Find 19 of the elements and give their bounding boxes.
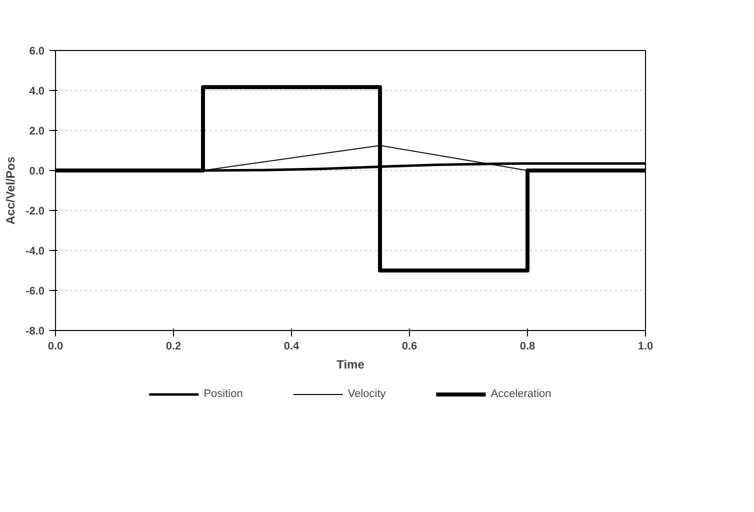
legend-label: Position — [204, 388, 243, 400]
x-tick-label: 0.6 — [402, 340, 418, 352]
x-tick-label: 1.0 — [638, 340, 654, 352]
y-tick-label: 2.0 — [29, 126, 45, 138]
y-tick-label: 4.0 — [29, 86, 45, 98]
y-tick-label: -2.0 — [26, 206, 45, 218]
legend-label: Acceleration — [490, 388, 552, 400]
y-tick-label: -6.0 — [26, 286, 45, 298]
x-tick-label: 0.0 — [48, 340, 64, 352]
x-axis-title: Time — [336, 358, 365, 372]
y-tick-label: 6.0 — [29, 46, 45, 58]
legend-label: Velocity — [348, 388, 386, 400]
y-tick-label: -4.0 — [26, 246, 45, 258]
y-tick-label: -8.0 — [26, 326, 45, 338]
x-tick-label: 0.4 — [284, 340, 300, 352]
x-tick-label: 0.8 — [520, 340, 536, 352]
y-axis-title: Acc/Vel/Pos — [4, 156, 18, 225]
x-tick-label: 0.2 — [166, 340, 182, 352]
y-tick-label: 0.0 — [29, 166, 45, 178]
